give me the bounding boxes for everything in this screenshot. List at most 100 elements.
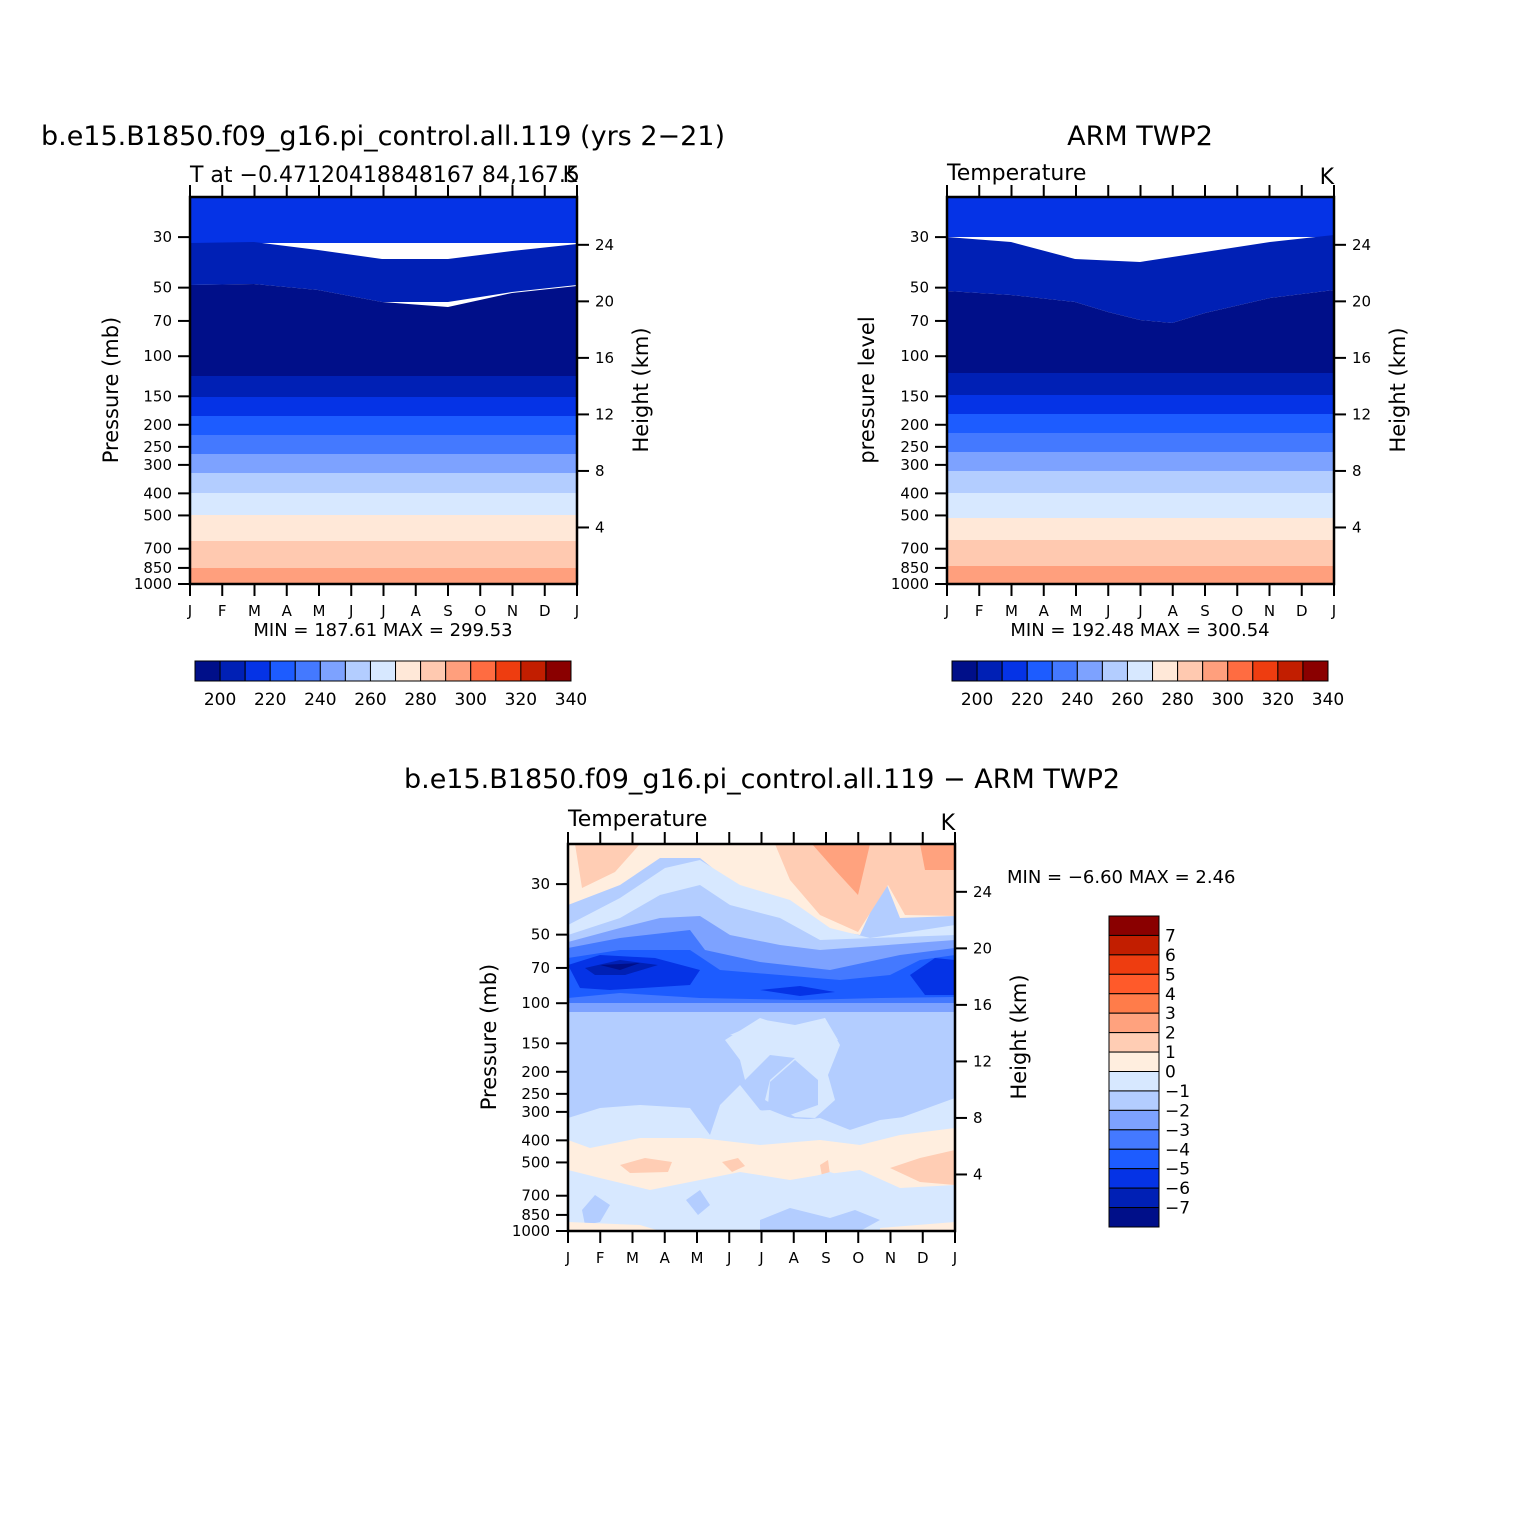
diff-plot-area bbox=[568, 844, 955, 1231]
model-ylabel-right: Height (km) bbox=[629, 327, 653, 452]
diff-htick-label: 20 bbox=[973, 939, 992, 957]
diff-mid-light3 bbox=[568, 1085, 955, 1150]
obs-panel-title: ARM TWP2 bbox=[1067, 121, 1213, 152]
obs-band-7 bbox=[947, 433, 1334, 452]
colorbar-label: 220 bbox=[1011, 690, 1043, 710]
colorbar-label: −7 bbox=[1165, 1199, 1190, 1219]
obs-band-3 bbox=[947, 290, 1334, 373]
diff-stats: MIN = −6.60 MAX = 2.46 bbox=[1007, 867, 1236, 888]
model-htick-label: 20 bbox=[595, 292, 614, 310]
obs-ytick-label: 30 bbox=[910, 228, 929, 246]
diff-ylabel: Pressure (mb) bbox=[477, 964, 501, 1111]
diff-ytick-label: 30 bbox=[531, 875, 550, 893]
model-ytick-label: 100 bbox=[143, 347, 172, 365]
obs-colorbar: 200 220 240 260 280 300 320 340 bbox=[951, 660, 1344, 710]
colorbar-label: 340 bbox=[555, 690, 587, 710]
model-panel-title: b.e15.B1850.f09_g16.pi_control.all.119 (… bbox=[41, 121, 725, 152]
model-ytick-label: 500 bbox=[143, 506, 172, 524]
colorbar-swatch bbox=[1108, 954, 1160, 975]
obs-htick-label: 8 bbox=[1352, 462, 1362, 480]
diff-xtick-label: J bbox=[758, 1249, 763, 1267]
model-ylabel: Pressure (mb) bbox=[99, 317, 123, 464]
colorbar-swatch bbox=[545, 660, 572, 682]
diff-xtick-label: N bbox=[885, 1249, 896, 1267]
obs-ytick-label: 700 bbox=[900, 540, 929, 558]
colorbar-label: 240 bbox=[304, 690, 336, 710]
colorbar-swatch bbox=[1108, 1012, 1160, 1034]
diff-xtick-label: J bbox=[952, 1249, 957, 1267]
diff-ytick-label: 250 bbox=[521, 1085, 550, 1103]
colorbar-swatch bbox=[395, 660, 422, 682]
diff-low-warm bbox=[568, 1128, 955, 1190]
colorbar-swatch bbox=[1026, 660, 1053, 682]
diff-xtick-label: A bbox=[660, 1249, 671, 1267]
obs-band-2 bbox=[947, 235, 1334, 323]
colorbar-swatch bbox=[1108, 1071, 1160, 1092]
colorbar-swatch bbox=[520, 660, 547, 682]
obs-stats: MIN = 192.48 MAX = 300.54 bbox=[1010, 620, 1269, 641]
obs-xtick-label: A bbox=[1039, 602, 1050, 620]
model-xtick-label: J bbox=[380, 602, 385, 620]
colorbar-swatch bbox=[1108, 1032, 1160, 1053]
model-stats: MIN = 187.61 MAX = 299.53 bbox=[253, 620, 512, 641]
model-band-12 bbox=[190, 541, 577, 568]
obs-band-10 bbox=[947, 493, 1334, 518]
model-band-11 bbox=[190, 515, 577, 541]
diff-top-warm3 bbox=[775, 844, 955, 932]
diff-panel-title: b.e15.B1850.f09_g16.pi_control.all.119 −… bbox=[404, 764, 1120, 795]
model-ytick-label: 70 bbox=[153, 312, 172, 330]
diff-xtick-label: M bbox=[691, 1249, 704, 1267]
colorbar-swatch bbox=[1227, 660, 1254, 682]
model-xtick-label: F bbox=[218, 602, 227, 620]
obs-ytick-label: 200 bbox=[900, 416, 929, 434]
colorbar-label: −6 bbox=[1165, 1179, 1190, 1199]
diff-bottom-warm2 bbox=[880, 1222, 955, 1231]
colorbar-swatch bbox=[244, 660, 271, 682]
colorbar-swatch bbox=[1252, 660, 1279, 682]
obs-htick-label: 24 bbox=[1352, 236, 1371, 254]
colorbar-label: −4 bbox=[1165, 1140, 1190, 1160]
obs-xtick-label: D bbox=[1296, 602, 1308, 620]
model-plot-area bbox=[190, 197, 577, 584]
colorbar-label: 0 bbox=[1165, 1063, 1176, 1083]
colorbar-swatch bbox=[1177, 660, 1204, 682]
model-ytick-label: 850 bbox=[143, 559, 172, 577]
colorbar-swatch bbox=[1051, 660, 1078, 682]
colorbar-label: 220 bbox=[254, 690, 286, 710]
model-xtick-label: A bbox=[282, 602, 293, 620]
model-ytick-label: 1000 bbox=[134, 575, 172, 593]
obs-ytick-label: 400 bbox=[900, 484, 929, 502]
obs-xtick-label: N bbox=[1264, 602, 1275, 620]
colorbar-label: −5 bbox=[1165, 1160, 1190, 1180]
diff-ytick-label: 1000 bbox=[512, 1222, 550, 1240]
model-ytick-label: 400 bbox=[143, 484, 172, 502]
obs-ytick-label: 100 bbox=[900, 347, 929, 365]
model-ytick-label: 300 bbox=[143, 456, 172, 474]
colorbar-label: −2 bbox=[1165, 1101, 1190, 1121]
model-band-10 bbox=[190, 493, 577, 515]
diff-ylabel-right: Height (km) bbox=[1007, 974, 1031, 1099]
obs-ytick-label: 70 bbox=[910, 312, 929, 330]
obs-htick-label: 12 bbox=[1352, 405, 1371, 423]
colorbar-label: 5 bbox=[1165, 965, 1176, 985]
colorbar-label: 7 bbox=[1165, 926, 1176, 946]
model-xtick-label: M bbox=[248, 602, 261, 620]
model-ytick-label: 50 bbox=[153, 279, 172, 297]
obs-xtick-label: J bbox=[1137, 602, 1142, 620]
colorbar-swatch bbox=[1108, 1090, 1160, 1111]
diff-xtick-label: J bbox=[565, 1249, 570, 1267]
colorbar-swatch bbox=[495, 660, 522, 682]
obs-band-13 bbox=[947, 566, 1334, 584]
diff-htick-label: 8 bbox=[973, 1109, 983, 1127]
model-xtick-label: A bbox=[411, 602, 422, 620]
diff-ytick-label: 850 bbox=[521, 1206, 550, 1224]
obs-ytick-label: 500 bbox=[900, 506, 929, 524]
colorbar-swatch bbox=[194, 660, 221, 682]
diff-xtick-label: O bbox=[852, 1249, 864, 1267]
colorbar-swatch bbox=[1101, 660, 1128, 682]
diff-top-warm2 bbox=[575, 844, 640, 888]
colorbar-swatch bbox=[1108, 915, 1160, 936]
model-xtick-label: J bbox=[574, 602, 579, 620]
